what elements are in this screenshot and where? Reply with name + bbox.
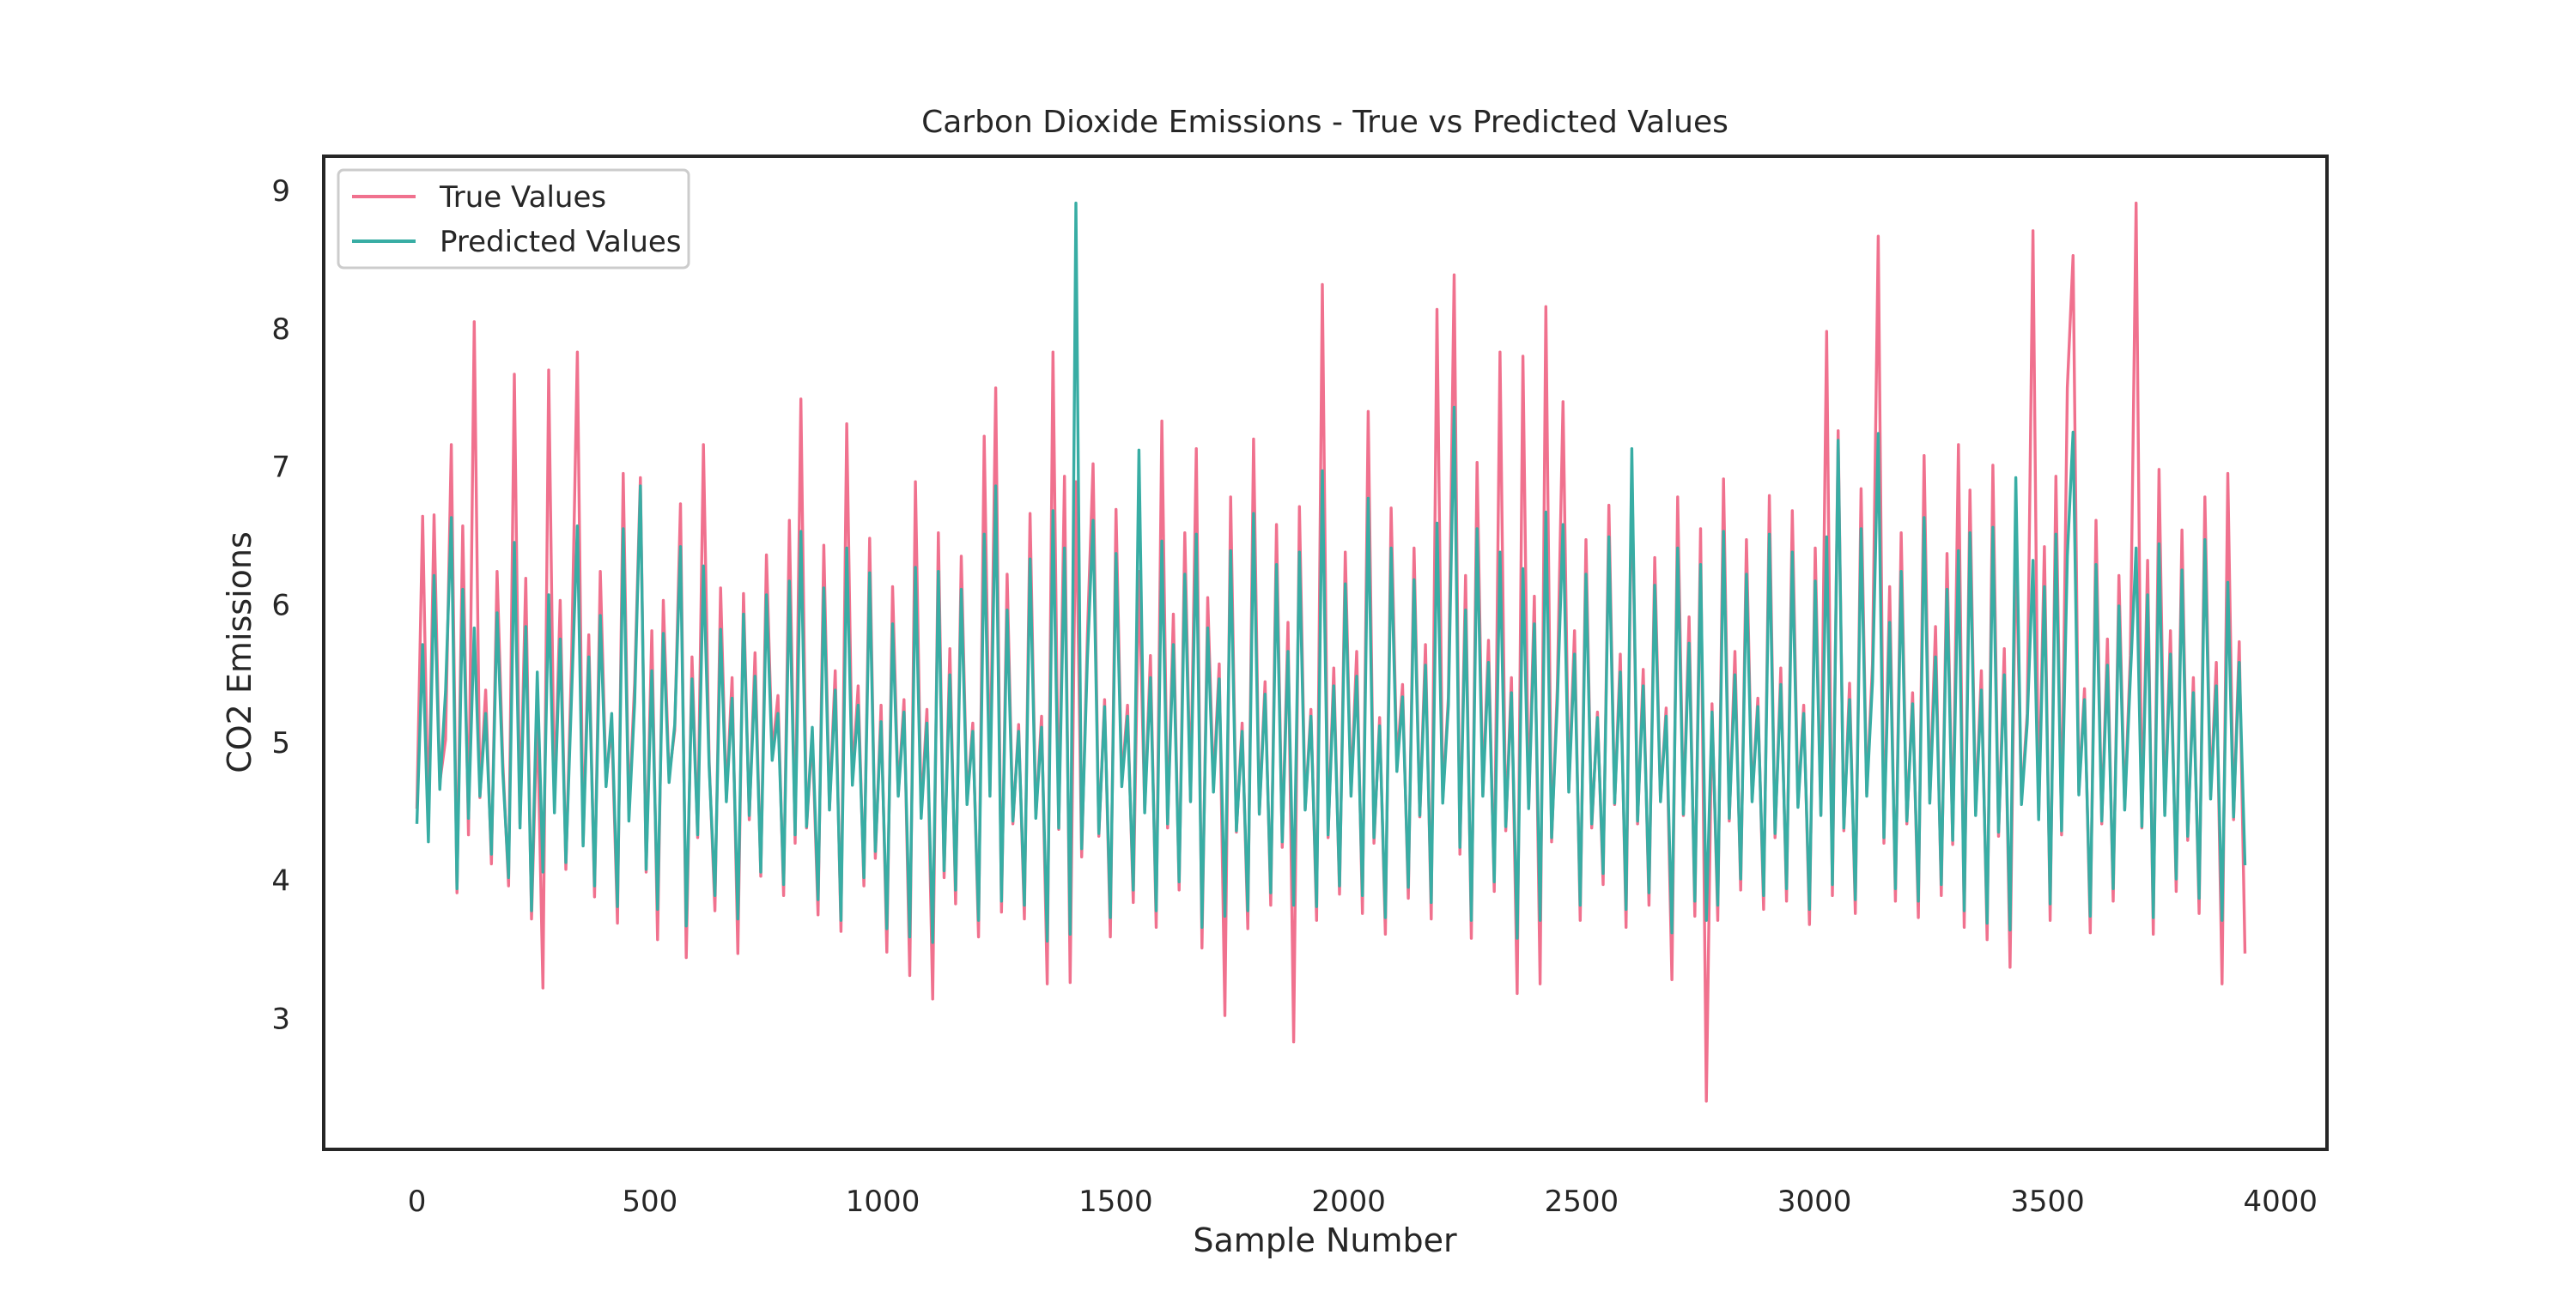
y-tick-label: 5 (271, 726, 290, 761)
x-tick-label: 0 (408, 1185, 427, 1219)
x-tick-label: 2500 (1545, 1185, 1619, 1219)
y-tick-label: 6 (271, 588, 290, 622)
y-axis-label: CO2 Emissions (221, 531, 258, 773)
y-tick-label: 9 (271, 174, 290, 209)
legend-label-true-values: True Values (439, 180, 606, 215)
x-tick-label: 3000 (1777, 1185, 1852, 1219)
y-axis-ticks: 3 4 5 6 7 8 9 (271, 174, 290, 1036)
legend: True Values Predicted Values (337, 168, 690, 270)
x-tick-label: 500 (622, 1185, 677, 1219)
x-axis-ticks: 0 500 1000 1500 2000 2500 3000 3500 4000 (408, 1185, 2318, 1219)
x-tick-label: 1500 (1078, 1185, 1153, 1219)
x-axis-label: Sample Number (1193, 1221, 1457, 1259)
x-tick-label: 3500 (2010, 1185, 2085, 1219)
chart-title: Carbon Dioxide Emissions - True vs Predi… (921, 105, 1728, 140)
series-layer (415, 201, 2247, 1103)
plot-frame (322, 155, 2329, 1151)
series-line-true-values (415, 201, 2247, 1103)
y-tick-label: 7 (271, 451, 290, 485)
x-tick-label: 1000 (846, 1185, 920, 1219)
legend-box (337, 168, 690, 270)
x-tick-label: 2000 (1311, 1185, 1386, 1219)
series-line-predicted-values (415, 201, 2247, 944)
y-tick-label: 8 (271, 312, 290, 347)
legend-label-predicted-values: Predicted Values (440, 225, 682, 259)
x-tick-label: 4000 (2243, 1185, 2318, 1219)
y-tick-label: 3 (271, 1002, 290, 1036)
y-tick-label: 4 (271, 864, 290, 899)
